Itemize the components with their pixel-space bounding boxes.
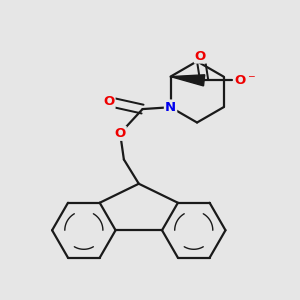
Polygon shape xyxy=(170,75,205,86)
Text: O: O xyxy=(103,95,115,108)
Text: O$^-$: O$^-$ xyxy=(234,74,256,87)
Text: O: O xyxy=(115,127,126,140)
Text: N: N xyxy=(165,101,176,114)
Text: N: N xyxy=(165,101,176,114)
Text: O: O xyxy=(195,50,206,63)
